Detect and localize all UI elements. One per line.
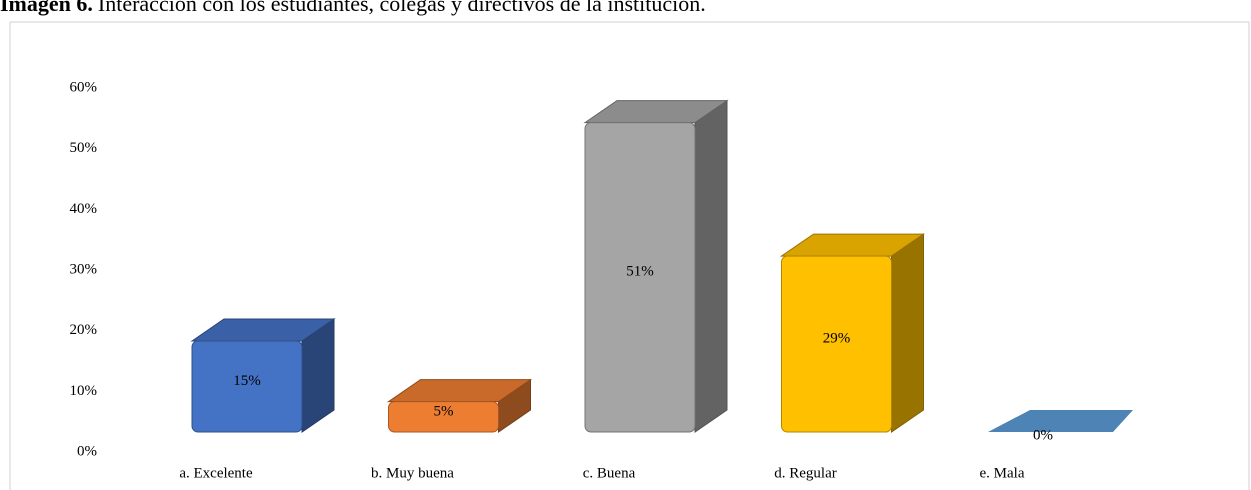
data-label: 5% bbox=[434, 403, 454, 419]
bar bbox=[386, 378, 533, 433]
title-label: Imagen 6. bbox=[0, 0, 93, 16]
x-tick-label: d. Regular bbox=[774, 465, 836, 481]
data-label: 0% bbox=[1033, 427, 1053, 443]
bar-top bbox=[988, 410, 1133, 432]
x-tick-label: a. Excelente bbox=[179, 465, 253, 481]
x-tick-label: e. Mala bbox=[980, 465, 1025, 481]
bar-front bbox=[388, 401, 499, 433]
data-label: 15% bbox=[233, 373, 261, 389]
bar bbox=[988, 410, 1133, 432]
x-tick-label: b. Muy buena bbox=[371, 465, 454, 481]
data-label: 29% bbox=[823, 330, 851, 346]
y-tick-label: 30% bbox=[70, 261, 98, 277]
bar-front bbox=[584, 122, 696, 433]
bar-side bbox=[694, 99, 728, 433]
bar bbox=[190, 318, 336, 433]
bar-side bbox=[891, 233, 924, 433]
x-tick-label: c. Buena bbox=[583, 465, 636, 481]
chart-title: Imagen 6. Interacción con los estudiantes… bbox=[0, 0, 706, 16]
y-tick-label: 20% bbox=[70, 322, 98, 338]
title-text: Interacción con los estudiantes, colegas… bbox=[98, 0, 706, 16]
y-tick-label: 50% bbox=[70, 140, 98, 156]
y-tick-label: 40% bbox=[70, 201, 98, 217]
y-tick-label: 10% bbox=[70, 383, 98, 399]
bar-front bbox=[191, 340, 303, 433]
bar bbox=[779, 233, 926, 433]
y-tick-label: 60% bbox=[70, 79, 98, 95]
y-tick-label: 0% bbox=[77, 443, 97, 459]
bar-front bbox=[781, 255, 892, 433]
bar bbox=[583, 99, 729, 433]
data-label: 51% bbox=[626, 264, 654, 280]
